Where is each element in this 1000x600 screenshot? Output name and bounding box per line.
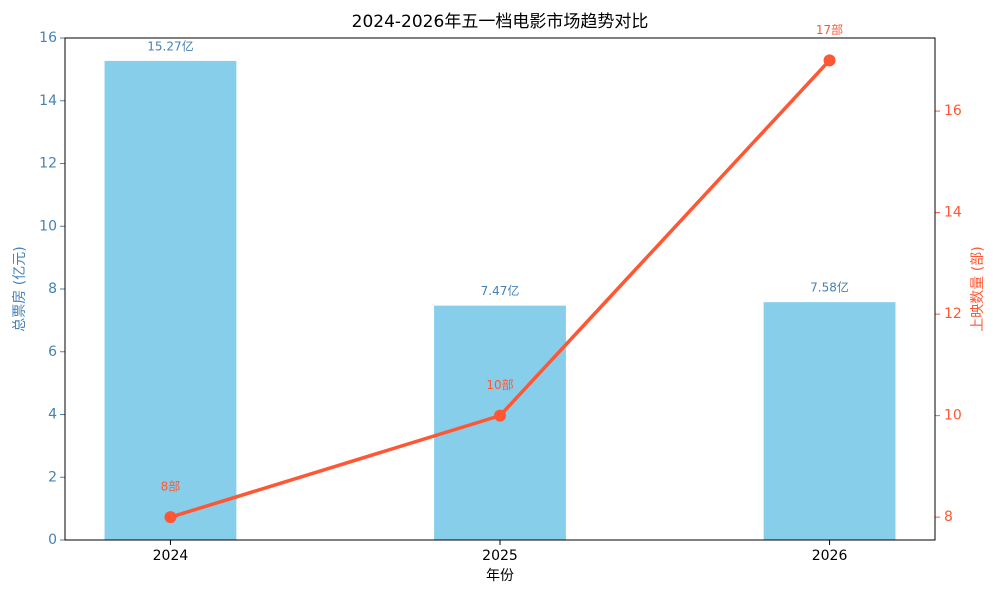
y2-tick-label: 10 xyxy=(944,408,962,424)
x-axis-label: 年份 xyxy=(486,568,514,584)
y-tick-label: 16 xyxy=(39,30,57,46)
x-tick-label: 2025 xyxy=(482,548,518,564)
bar-value-label: 7.47亿 xyxy=(481,283,520,298)
y2-tick-label: 8 xyxy=(944,509,953,525)
x-tick-label: 2024 xyxy=(153,548,189,564)
y-tick-label: 12 xyxy=(39,156,57,172)
line-point xyxy=(823,54,836,67)
bar-value-label: 15.27亿 xyxy=(147,38,193,53)
chart-title: 2024-2026年五一档电影市场趋势对比 xyxy=(352,12,649,32)
y-tick-label: 8 xyxy=(48,281,57,297)
y2-tick-label: 16 xyxy=(944,103,962,119)
y2-axis-label: 上映数量 (部) xyxy=(970,246,986,331)
line-point xyxy=(164,511,177,524)
y2-tick-label: 12 xyxy=(944,306,962,322)
y-tick-label: 6 xyxy=(48,344,57,360)
y-tick-label: 10 xyxy=(39,218,57,234)
y-axis-label: 总票房 (亿元) xyxy=(12,246,28,331)
line-value-label: 10部 xyxy=(486,377,513,392)
x-tick-label: 2026 xyxy=(812,548,848,564)
y-tick-label: 14 xyxy=(39,93,57,109)
y-tick-label: 2 xyxy=(48,469,57,485)
y-tick-label: 0 xyxy=(48,532,57,548)
line-value-label: 8部 xyxy=(161,479,181,494)
line-point xyxy=(494,409,506,422)
y2-tick-label: 14 xyxy=(944,205,962,221)
bar-value-label: 7.58亿 xyxy=(810,280,849,295)
bar xyxy=(434,305,566,540)
y-tick-label: 4 xyxy=(48,407,57,423)
bar xyxy=(763,302,896,540)
bar xyxy=(104,60,237,541)
plot-frame xyxy=(64,37,936,541)
line-value-label: 17部 xyxy=(816,22,843,37)
